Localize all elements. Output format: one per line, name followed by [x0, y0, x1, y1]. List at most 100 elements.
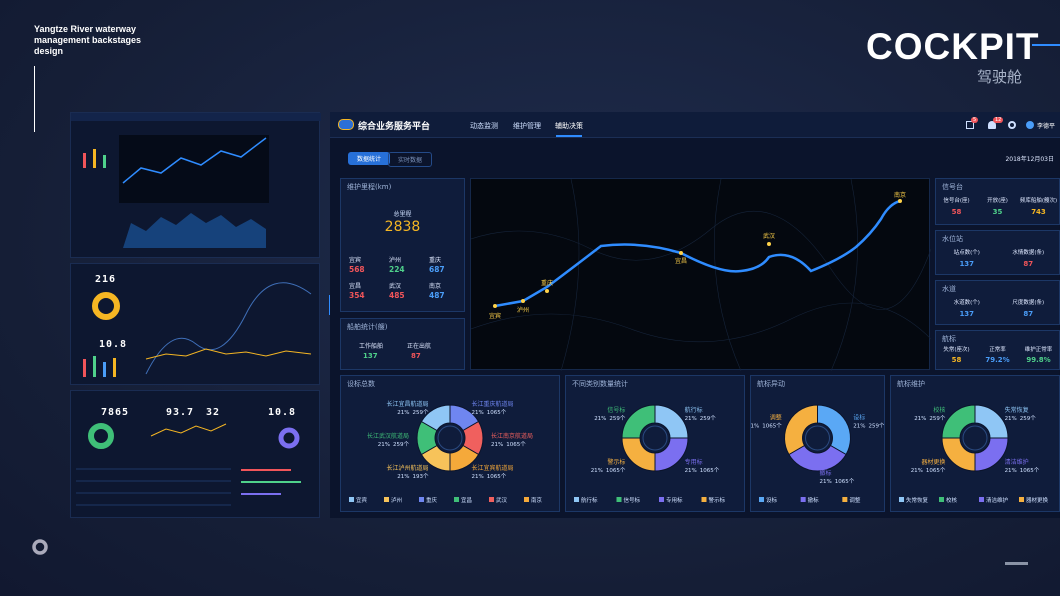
city-dot — [898, 199, 902, 203]
message-icon[interactable] — [966, 121, 974, 129]
donut-slice — [817, 404, 851, 456]
thumb-map — [119, 135, 269, 203]
legend-label: 器材更换 — [1026, 496, 1049, 504]
panel-title: 水道 — [942, 285, 956, 293]
avatar[interactable] — [1026, 121, 1034, 129]
nav-item[interactable]: 维护管理 — [513, 122, 541, 130]
thumb-number: 10.8 — [99, 339, 128, 350]
stat-value: 87 — [1023, 310, 1034, 318]
stat-name: 维护正常率 — [1024, 347, 1053, 353]
nav-item[interactable]: 动态监测 — [470, 122, 498, 130]
user-name[interactable]: 李德平 — [1037, 123, 1056, 130]
panel-title: 不同类别数量统计 — [572, 380, 628, 388]
slice-count: 259个 — [609, 415, 625, 422]
slice-name: 长江泸州航道局 — [386, 464, 428, 472]
donut-slice — [420, 404, 451, 432]
legend-label: 设标 — [766, 496, 778, 504]
thumbnail-art — [76, 423, 301, 506]
nav-item[interactable]: 辅助决策 — [555, 122, 583, 130]
slice-label: 21%1065个 — [491, 441, 526, 448]
slice-count: 259个 — [929, 415, 945, 422]
thumb-number: 93.7 — [166, 407, 195, 418]
dashboard: 综合业务服务平台 动态监测 维护管理 辅助决策 5 12 李德平 数据统计 实时… — [330, 112, 1060, 518]
city-label: 宜宾 — [489, 312, 501, 320]
legend-label: 撤标 — [808, 496, 820, 504]
stat-value: 58 — [951, 208, 962, 216]
panel-title: 航标维护 — [897, 380, 925, 388]
stat-panel: 信号台 信号台(座) 58 开放(座) 35 频库船舶(艘次) 743 — [935, 178, 1060, 225]
slice-percent: 21% — [591, 468, 603, 474]
slice-name: 警示标 — [607, 458, 625, 466]
thumbnail: 7865 93.7 32 10.8 — [70, 390, 320, 518]
tab-active[interactable]: 数据统计 — [348, 152, 391, 165]
slice-count: 1065个 — [700, 467, 720, 474]
panel-title: 信号台 — [942, 183, 963, 191]
slice-percent: 21% — [685, 416, 697, 422]
thumbnail: 216 10.8 — [70, 263, 320, 385]
thumb-donut — [92, 292, 120, 320]
slice-label: 21% 259个 — [685, 415, 717, 422]
slice-percent: 21% — [820, 479, 832, 485]
legend-swatch — [419, 497, 424, 502]
page-title: COCKPIT — [866, 26, 1040, 67]
nav-dot-ring — [32, 539, 48, 555]
slice-percent: 21% — [685, 468, 697, 474]
legend-swatch — [759, 497, 764, 502]
panel-title: 船舶统计(艘) — [347, 323, 388, 331]
item-value: 137 — [363, 352, 378, 360]
donut-slice — [621, 404, 656, 439]
bell-icon[interactable] — [988, 121, 996, 129]
donut-hole — [962, 425, 988, 451]
stat-panel: 水位站 站点数(个) 137 水情数据(条) 87 — [935, 230, 1060, 275]
legend-swatch — [800, 497, 806, 502]
item-name: 泸州 — [389, 257, 402, 264]
date: 2018年12月03日 — [1005, 156, 1054, 163]
item-value: 487 — [429, 291, 445, 300]
stat-name: 水道数(个) — [953, 300, 980, 306]
donut-slice — [654, 437, 689, 472]
slice-name: 清洁维护 — [1005, 458, 1029, 466]
page-indicator[interactable] — [1005, 562, 1028, 565]
thumb-bars — [83, 356, 116, 377]
slice-label: 21% 259个 — [378, 441, 410, 448]
nav-dot[interactable] — [30, 537, 50, 557]
item-name: 武汉 — [389, 283, 402, 290]
stat-value: 137 — [959, 260, 975, 268]
item-name: 工作船舶 — [359, 343, 384, 350]
legend-swatch — [659, 497, 664, 502]
legend-label: 南京 — [531, 496, 543, 504]
slice-label: 21%1065个 — [1005, 467, 1040, 474]
slice-label: 21%1065个 — [820, 478, 855, 485]
panel-title: 航标 — [942, 335, 956, 343]
city-dot — [545, 289, 549, 293]
slice-name: 长江宜昌航道局 — [386, 400, 428, 408]
stat-name: 尺度数据(条) — [1012, 300, 1045, 306]
city-label: 重庆 — [541, 279, 553, 287]
slice-label: 21% 259个 — [594, 415, 626, 422]
badge: 5 — [971, 117, 979, 123]
city-dot — [493, 304, 497, 308]
tab[interactable]: 实时数据 — [388, 152, 433, 167]
legend-swatch — [489, 497, 494, 502]
slice-percent: 21% — [397, 410, 409, 416]
donut-hole — [642, 425, 668, 451]
slice-label: 21%1065个 — [911, 467, 946, 474]
slice-percent: 21% — [378, 442, 390, 448]
slice-percent: 21% — [472, 410, 484, 416]
brand-line: Yangtze River waterway — [34, 24, 137, 34]
settings-icon[interactable] — [1008, 121, 1016, 129]
thumb-number: 32 — [206, 407, 221, 418]
panel-title: 航标异动 — [757, 380, 785, 388]
top-bar: 综合业务服务平台 动态监测 维护管理 辅助决策 5 12 李德平 — [330, 112, 1060, 138]
donut-panel: 不同类别数量统计 航行标 21% 259个 专用标 21% 1065个 警示标 21% 1065个… — [565, 375, 745, 512]
donut-slice — [974, 437, 1009, 472]
slice-percent: 21% — [397, 474, 409, 480]
donut-slice — [784, 404, 818, 456]
item-value: 687 — [429, 265, 445, 274]
item-name: 南京 — [429, 283, 442, 290]
thumb-number: 7865 — [101, 407, 130, 418]
